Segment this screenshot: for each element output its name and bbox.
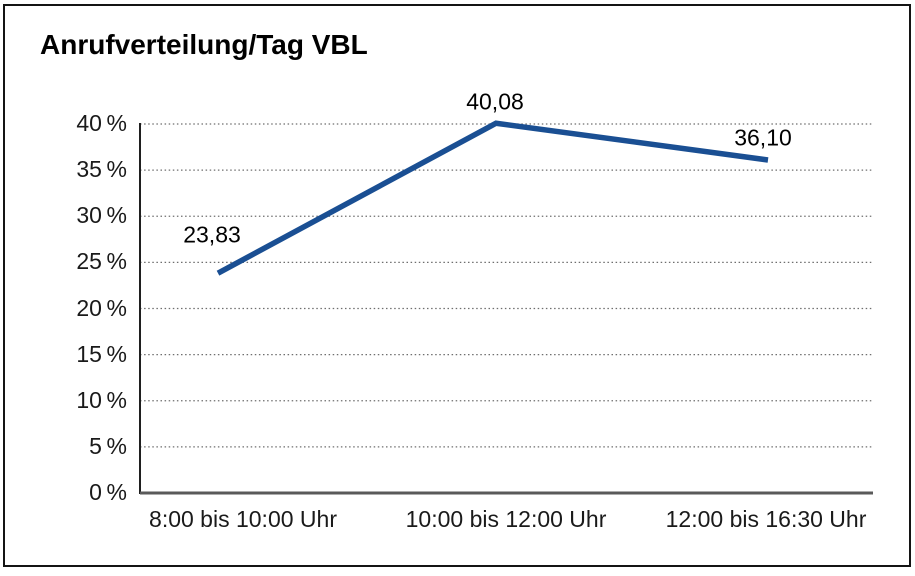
data-line — [216, 120, 769, 276]
chart-frame — [3, 4, 911, 567]
y-tick-label: 15 % — [76, 340, 127, 367]
data-label: 36,10 — [734, 124, 792, 151]
x-axis-label: 8:00 bis 10:00 Uhr — [149, 506, 337, 532]
y-tick-label: 20 % — [76, 294, 127, 321]
y-tick-label: 35 % — [76, 156, 127, 183]
y-tick-label: 0 % — [89, 478, 127, 505]
y-tick-label: 10 % — [76, 386, 127, 413]
x-axis-label: 10:00 bis 12:00 Uhr — [405, 506, 607, 532]
data-label: 23,83 — [183, 221, 241, 248]
data-label: 40,08 — [466, 88, 524, 115]
y-tick-label: 25 % — [76, 248, 127, 275]
y-tick-label: 5 % — [89, 432, 127, 459]
chart-title: Anrufverteilung/Tag VBL — [40, 29, 368, 60]
y-tick-label: 30 % — [76, 202, 127, 229]
x-axis-label: 12:00 bis 16:30 Uhr — [665, 506, 867, 532]
y-tick-label: 40 % — [76, 109, 127, 136]
